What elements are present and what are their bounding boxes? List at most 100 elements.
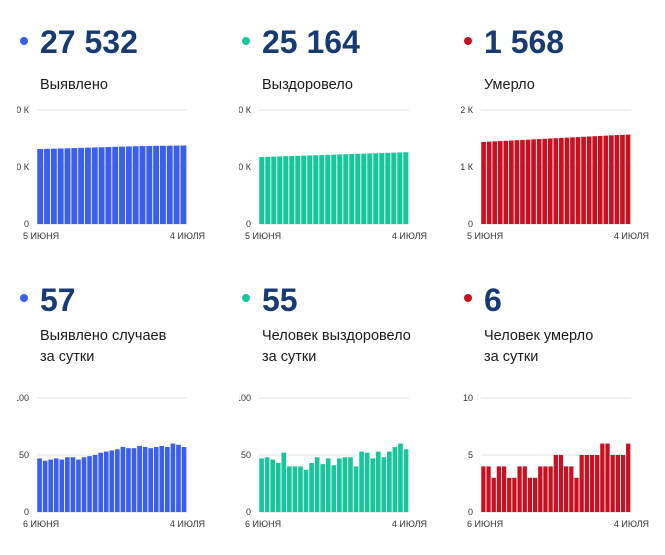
- bar: [614, 135, 620, 224]
- bar: [342, 457, 348, 512]
- bar: [264, 457, 270, 512]
- stat-label: Выявлено случаев за сутки: [40, 326, 166, 368]
- bar: [57, 148, 64, 224]
- bar: [176, 444, 181, 512]
- y-tick-label: 1 К: [461, 162, 474, 172]
- y-tick-label: 20 К: [239, 162, 252, 172]
- bar: [398, 443, 403, 512]
- bar: [397, 152, 403, 224]
- bar: [564, 137, 570, 224]
- x-end-label: 4 ИЮЛЯ: [170, 231, 205, 241]
- bar: [275, 462, 281, 512]
- status-dot-icon: [242, 37, 250, 45]
- bar: [301, 155, 307, 224]
- stat-label-line1: Человек умерло: [484, 328, 594, 344]
- stat-label-line2: за сутки: [484, 349, 539, 365]
- bar: [84, 147, 91, 224]
- bar: [569, 466, 574, 512]
- x-start-label: 6 ИЮНЯ: [467, 519, 503, 529]
- chart: 40 К 20 К 0 5 ИЮНЯ 4 ИЮЛЯ: [233, 102, 439, 255]
- x-start-label: 6 ИЮНЯ: [245, 519, 281, 529]
- bar: [337, 458, 342, 512]
- bar: [109, 450, 115, 512]
- bar: [579, 455, 584, 512]
- y-tick-label: 0: [246, 219, 251, 229]
- bar: [387, 451, 392, 512]
- bar: [348, 457, 353, 512]
- y-tick-label: 50: [19, 450, 29, 460]
- bar: [325, 154, 331, 224]
- bar: [597, 135, 603, 224]
- bar: [600, 443, 605, 512]
- bar: [331, 154, 337, 224]
- bar: [595, 455, 600, 512]
- status-dot-icon: [464, 294, 472, 302]
- bar-chart: 40 К 20 К 0 5 ИЮНЯ 4 ИЮЛЯ: [233, 105, 427, 241]
- card-recovered-total: 25 164 Выздоровело 40 К 20 К 0 5 ИЮНЯ 4 ИЮЛЯ: [233, 14, 444, 269]
- bar: [503, 140, 509, 224]
- x-start-label: 5 ИЮНЯ: [467, 231, 503, 241]
- status-dot-icon: [20, 294, 28, 302]
- status-dot-icon: [242, 294, 250, 302]
- bar: [589, 455, 595, 512]
- bar: [170, 443, 176, 512]
- bar: [112, 146, 119, 224]
- bar: [497, 141, 503, 224]
- y-tick-label: 50: [241, 450, 251, 460]
- bar: [548, 466, 553, 512]
- bar: [343, 154, 349, 224]
- stat-value: 1 568: [484, 24, 565, 60]
- bar: [559, 137, 564, 224]
- bar: [103, 451, 109, 512]
- bar: [543, 466, 548, 512]
- bar: [119, 146, 125, 224]
- bar: [298, 466, 303, 512]
- y-tick-label: 0: [246, 507, 251, 517]
- bar: [271, 156, 277, 224]
- bar: [517, 466, 522, 512]
- y-tick-label: 2 К: [461, 105, 474, 115]
- stat-label: Умерло: [484, 77, 535, 93]
- bar: [307, 155, 313, 224]
- status-dot-icon: [464, 37, 472, 45]
- bar: [319, 155, 325, 224]
- bar: [520, 139, 525, 224]
- card-died-total: 1 568 Умерло 2 К 1 К 0 5 ИЮНЯ 4 ИЮЛЯ: [460, 14, 665, 269]
- bar: [525, 139, 531, 224]
- stat-value: 55: [262, 282, 298, 318]
- bar: [349, 154, 355, 224]
- bar: [270, 459, 276, 512]
- bar: [98, 147, 105, 224]
- bar: [492, 141, 498, 224]
- bar: [181, 447, 187, 512]
- bar: [173, 145, 180, 224]
- bar: [605, 443, 610, 512]
- card-detected-total: 27 532 Выявлено 40 К 20 К 0 5 ИЮНЯ 4 ИЮЛЯ: [11, 14, 222, 269]
- bar: [558, 455, 564, 512]
- bar: [265, 156, 271, 224]
- bar: [92, 455, 98, 512]
- bar: [53, 458, 59, 512]
- bar: [381, 457, 387, 512]
- bar: [81, 457, 87, 512]
- y-tick-label: 20 К: [17, 162, 30, 172]
- bar: [575, 137, 581, 224]
- chart: 10 5 0 6 ИЮНЯ 4 ИЮЛЯ: [461, 390, 661, 543]
- bar: [142, 447, 148, 512]
- bar: [375, 451, 381, 512]
- bar: [491, 477, 496, 512]
- bar: [303, 469, 309, 512]
- bar: [153, 447, 159, 512]
- y-tick-label: 100: [17, 393, 29, 403]
- y-tick-label: 0: [24, 507, 29, 517]
- bar: [626, 443, 631, 512]
- bar: [78, 147, 85, 224]
- bar: [603, 135, 609, 224]
- bar: [570, 137, 575, 224]
- bar: [547, 138, 553, 224]
- y-tick-label: 100: [239, 393, 251, 403]
- bar: [486, 141, 492, 224]
- card-detected-daily: 57 Выявлено случаев за сутки 100 50 0 6 ИЮН…: [14, 282, 222, 537]
- bar: [532, 477, 538, 512]
- bar: [289, 156, 295, 224]
